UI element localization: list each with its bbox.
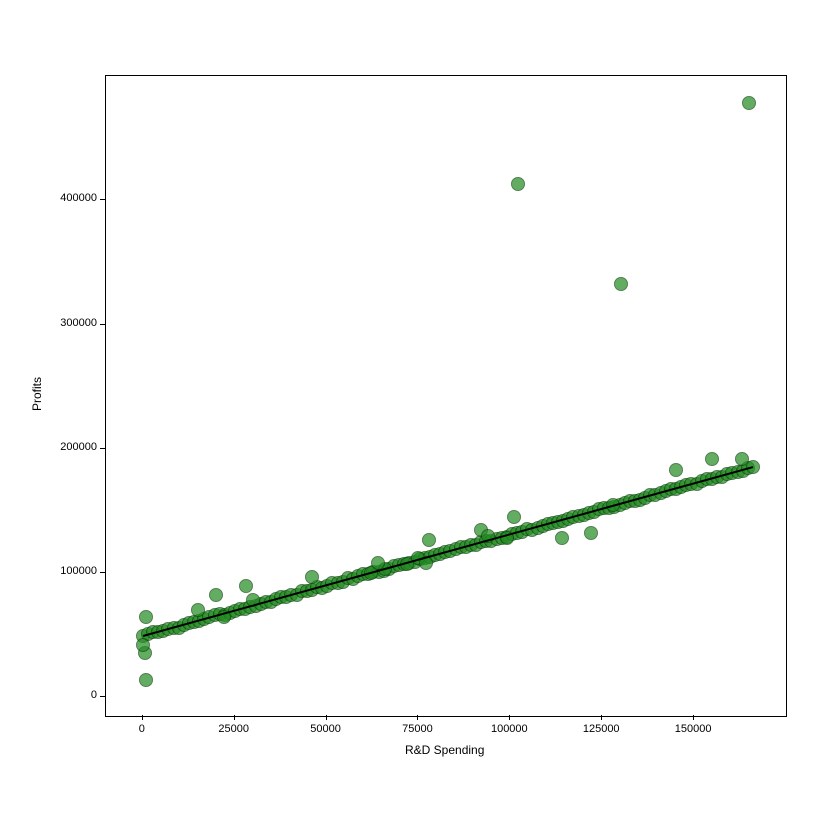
x-tick-label: 25000	[214, 723, 254, 735]
y-axis-label: Profits	[30, 377, 44, 411]
y-tick	[100, 324, 105, 325]
x-tick	[601, 715, 602, 720]
scatter-point	[735, 452, 749, 466]
y-tick-label: 200000	[60, 441, 97, 453]
y-tick-label: 400000	[60, 192, 97, 204]
scatter-point	[555, 531, 569, 545]
scatter-point	[139, 610, 153, 624]
scatter-point	[136, 638, 150, 652]
scatter-point	[507, 510, 521, 524]
x-tick	[693, 715, 694, 720]
y-tick	[100, 696, 105, 697]
scatter-point	[614, 277, 628, 291]
scatter-point	[511, 177, 525, 191]
scatter-point	[742, 96, 756, 110]
scatter-point	[305, 570, 319, 584]
x-tick-label: 75000	[397, 723, 437, 735]
x-tick	[142, 715, 143, 720]
scatter-point	[584, 526, 598, 540]
regression-line	[142, 466, 753, 637]
scatter-point	[139, 673, 153, 687]
y-tick	[100, 199, 105, 200]
x-axis-label: R&D Spending	[405, 743, 484, 757]
y-tick-label: 100000	[60, 565, 97, 577]
scatter-point	[669, 463, 683, 477]
x-tick-label: 50000	[306, 723, 346, 735]
scatter-point	[422, 533, 436, 547]
x-tick-label: 125000	[581, 723, 621, 735]
scatter-point	[239, 579, 253, 593]
plot-area	[105, 75, 787, 717]
x-tick	[326, 715, 327, 720]
x-tick	[417, 715, 418, 720]
y-tick-label: 300000	[60, 317, 97, 329]
x-tick-label: 0	[122, 723, 162, 735]
scatter-point	[705, 452, 719, 466]
scatter-point	[209, 588, 223, 602]
x-tick	[509, 715, 510, 720]
scatter-point	[191, 603, 205, 617]
x-tick-label: 150000	[673, 723, 713, 735]
x-tick	[234, 715, 235, 720]
x-tick-label: 100000	[489, 723, 529, 735]
y-tick-label: 0	[91, 689, 97, 701]
scatter-chart: 0 25000 50000 75000 100000 125000 150000 0 10000…	[0, 0, 828, 828]
y-tick	[100, 448, 105, 449]
y-tick	[100, 572, 105, 573]
